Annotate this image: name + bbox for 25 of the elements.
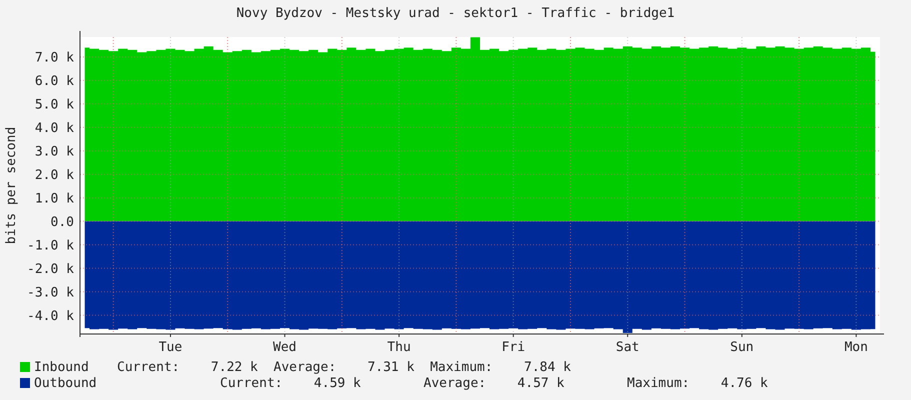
x-tick-label: Tue xyxy=(158,340,182,355)
y-tick-label: 5.0 k xyxy=(34,97,74,112)
y-tick-label: 4.0 k xyxy=(34,120,74,136)
legend-label: Outbound xyxy=(34,376,97,391)
y-tick-label: 2.0 k xyxy=(34,168,74,183)
y-axis-title: bits per second xyxy=(4,126,19,244)
legend-label: Inbound xyxy=(34,360,89,375)
y-tick-label: -1.0 k xyxy=(27,238,74,254)
x-tick-label: Thu xyxy=(387,340,411,355)
y-tick-label: 0.0 xyxy=(50,214,74,230)
x-tick-label: Mon xyxy=(844,340,868,355)
y-tick-label: 7.0 k xyxy=(34,50,74,66)
chart-title: Novy Bydzov - Mestsky urad - sektor1 - Traffic - bridge1 xyxy=(236,6,675,21)
x-tick-label: Fri xyxy=(502,340,526,355)
y-tick-label: 1.0 k xyxy=(34,191,74,206)
text: Current: 4.59 k Average: 4.57 k Maximum: 4.76 k xyxy=(220,376,768,391)
y-tick-label: -4.0 k xyxy=(27,308,74,324)
x-tick-label: Sun xyxy=(730,340,754,355)
y-tick-label: -2.0 k xyxy=(27,262,74,277)
y-tick-label: 3.0 k xyxy=(34,144,74,160)
text: Current: 7.22 k Average: 7.31 k Maximum: 7.84 k xyxy=(117,360,572,375)
y-tick-label: -3.0 k xyxy=(27,285,74,300)
x-tick-label: Wed xyxy=(273,340,297,355)
y-tick-label: 6.0 k xyxy=(34,74,74,89)
x-tick-label: Sat xyxy=(616,340,640,355)
